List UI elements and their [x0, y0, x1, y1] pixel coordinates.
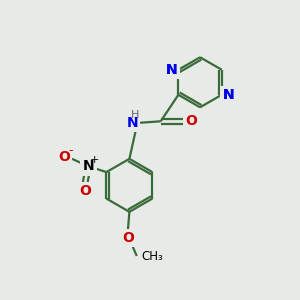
Text: N: N — [166, 63, 178, 77]
Text: O: O — [58, 150, 70, 164]
Text: -: - — [69, 144, 74, 158]
Text: N: N — [126, 116, 138, 130]
Text: O: O — [122, 231, 134, 245]
Text: N: N — [166, 63, 178, 77]
Text: O: O — [122, 231, 134, 245]
Text: H: H — [130, 110, 139, 119]
Text: +: + — [90, 155, 99, 165]
Text: O: O — [185, 114, 197, 128]
Text: O: O — [58, 150, 70, 164]
Text: O: O — [79, 184, 91, 198]
Text: CH₃: CH₃ — [141, 250, 163, 262]
Text: N: N — [82, 159, 94, 173]
Text: N: N — [222, 88, 234, 102]
Text: O: O — [79, 184, 91, 198]
Text: N: N — [126, 116, 138, 130]
Text: N: N — [82, 159, 94, 173]
Text: N: N — [222, 88, 234, 102]
Text: N: N — [222, 88, 234, 102]
Text: O: O — [185, 114, 197, 128]
Text: N: N — [166, 63, 178, 77]
